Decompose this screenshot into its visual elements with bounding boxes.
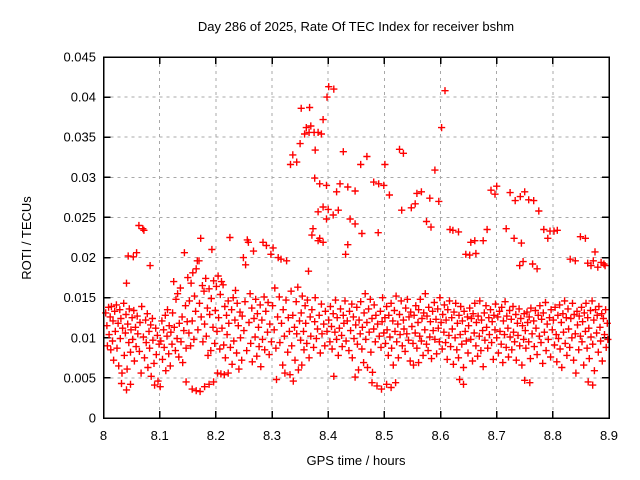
x-tick-label: 8.1 bbox=[151, 428, 169, 443]
y-tick-label: 0.035 bbox=[63, 130, 96, 145]
gridlines bbox=[103, 57, 609, 418]
chart-title: Day 286 of 2025, Rate Of TEC Index for r… bbox=[198, 19, 514, 34]
plot-border bbox=[102, 56, 610, 419]
y-tick-label: 0.04 bbox=[71, 90, 96, 105]
y-axis-label: ROTI / TECUs bbox=[19, 196, 34, 280]
y-tick-label: 0.015 bbox=[63, 290, 96, 305]
scatter-points-path bbox=[102, 83, 612, 396]
y-tick-label: 0.045 bbox=[63, 50, 96, 65]
x-tick-label: 8.6 bbox=[431, 428, 449, 443]
x-tick-label: 8.5 bbox=[375, 428, 393, 443]
y-tick-label: 0.005 bbox=[63, 370, 96, 385]
y-tick-label: 0.03 bbox=[71, 170, 96, 185]
y-tick-label: 0 bbox=[89, 411, 96, 426]
data-points bbox=[102, 83, 612, 396]
x-tick-label: 8.4 bbox=[319, 428, 337, 443]
axis-ticks bbox=[102, 56, 610, 419]
x-tick-label: 8 bbox=[100, 428, 107, 443]
x-tick-label: 8.8 bbox=[544, 428, 562, 443]
x-tick-label: 8.9 bbox=[600, 428, 618, 443]
x-axis-label: GPS time / hours bbox=[307, 453, 406, 468]
y-tick-label: 0.02 bbox=[71, 250, 96, 265]
y-tick-label: 0.025 bbox=[63, 210, 96, 225]
x-tick-label: 8.2 bbox=[207, 428, 225, 443]
y-tick-label: 0.01 bbox=[71, 330, 96, 345]
x-tick-label: 8.7 bbox=[488, 428, 506, 443]
tick-labels: 8 8.1 8.2 8.3 8.4 8.5 8.6 8.7 8.8 8.9 0 0.005 0.01 0.… bbox=[63, 50, 618, 444]
x-tick-label: 8.3 bbox=[263, 428, 281, 443]
